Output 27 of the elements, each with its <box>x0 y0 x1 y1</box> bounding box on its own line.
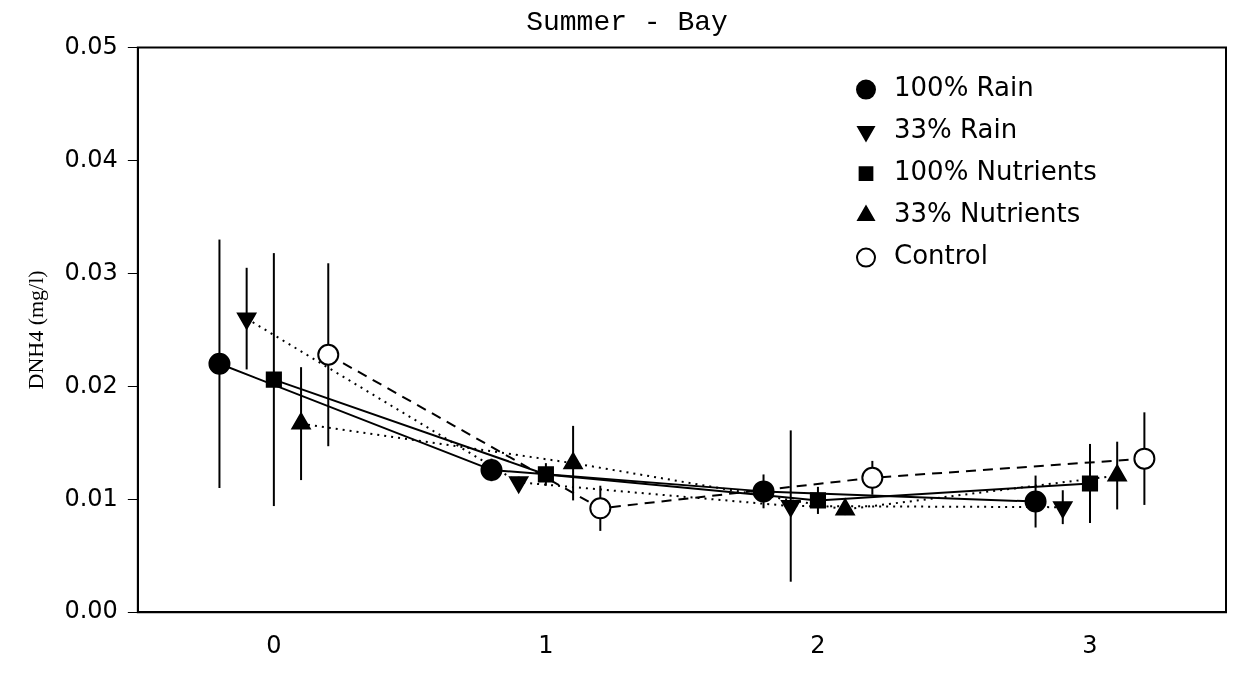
y-tick-label: 0.00 <box>64 596 118 625</box>
point <box>1081 475 1099 492</box>
x-tick-label: 0 <box>266 630 282 659</box>
y-tick-label: 0.01 <box>64 483 118 512</box>
y-tick-label: 0.02 <box>64 370 118 399</box>
y-axis-title: DNH4 (mg/l) <box>22 270 48 390</box>
legend-label: 33% Rain <box>894 114 1018 145</box>
point <box>752 480 775 503</box>
x-tick-label: 2 <box>810 630 826 659</box>
point <box>537 466 554 483</box>
point <box>861 466 884 489</box>
point <box>1024 490 1047 513</box>
y-tick-label: 0.04 <box>64 144 118 173</box>
x-tick-label: 1 <box>538 630 554 659</box>
legend-label: 33% Nutrients <box>894 198 1081 229</box>
y-tick-label: 0.03 <box>64 257 118 286</box>
legend-label: 100% Rain <box>894 72 1034 103</box>
point <box>1133 447 1156 470</box>
point <box>480 458 503 481</box>
x-tick-label: 3 <box>1082 630 1098 659</box>
y-tick-label: 0.05 <box>64 31 118 60</box>
legend-label: Control <box>894 240 988 271</box>
legend-label: 100% Nutrients <box>894 156 1097 187</box>
chart-title: Summer - Bay <box>526 7 728 39</box>
point <box>208 352 231 375</box>
point <box>589 497 612 520</box>
point <box>317 343 340 366</box>
